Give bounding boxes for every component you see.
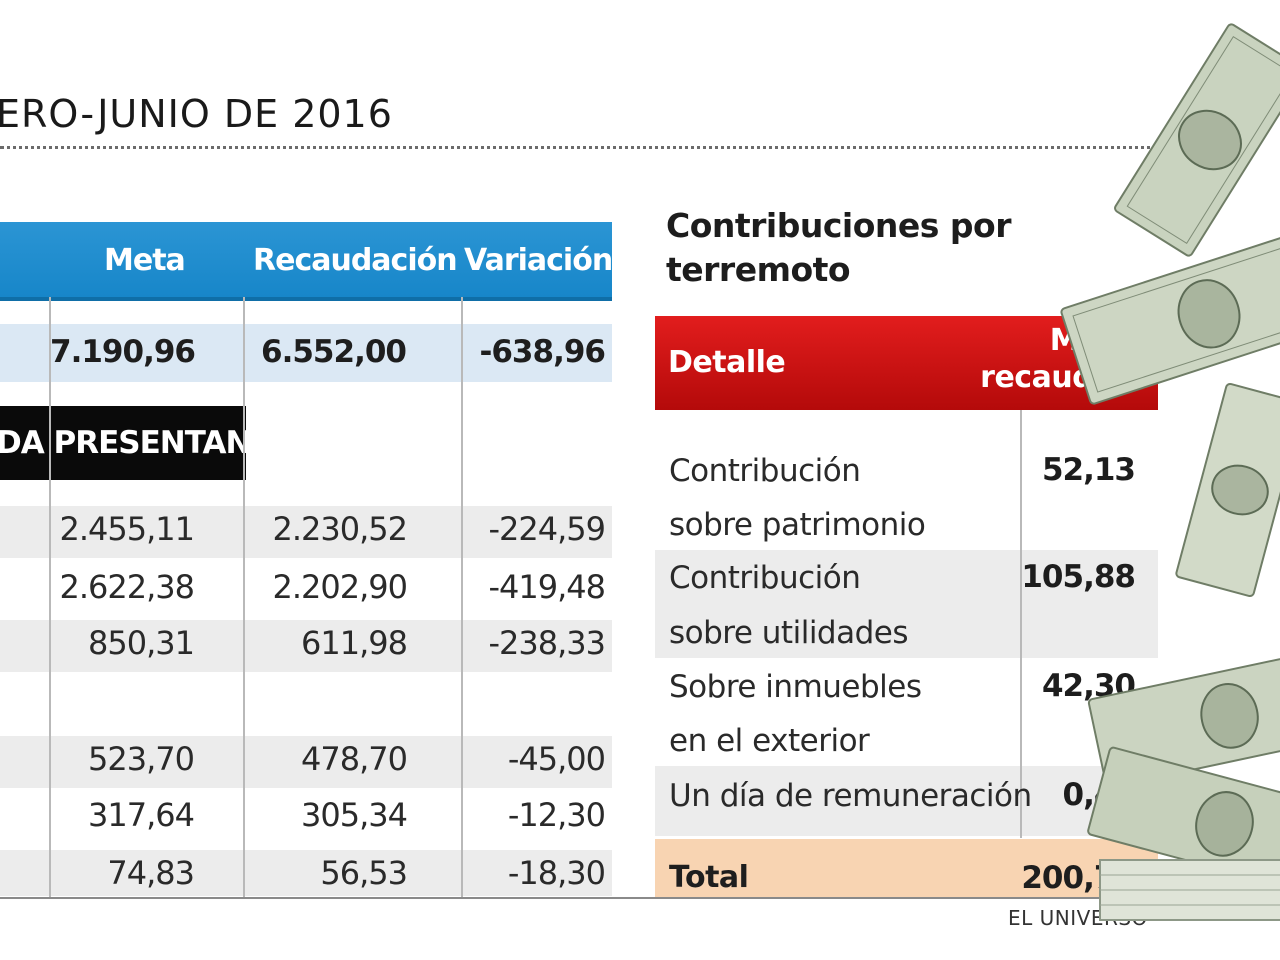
- header-variacion: Variación: [464, 243, 613, 278]
- cell-variacion: -12,30: [507, 796, 606, 834]
- detail-value: 52,13: [1041, 452, 1136, 488]
- total-meta: 7.190,96: [50, 334, 196, 370]
- right-table-title: Contribuciones por terremoto: [666, 206, 1011, 289]
- detail-label: Sobre inmuebles: [669, 669, 922, 705]
- detail-label: Contribución: [669, 453, 861, 489]
- cell-meta: 850,31: [88, 624, 195, 662]
- row-band: [655, 550, 1158, 658]
- cell-recaudacion: 478,70: [301, 740, 408, 778]
- cell-recaudacion: 305,34: [301, 796, 408, 834]
- total-row: [0, 324, 612, 382]
- left-table-header: [0, 222, 612, 301]
- cell-meta: 317,64: [88, 796, 195, 834]
- row-band: [0, 620, 612, 672]
- cell-meta: 2.455,11: [59, 510, 196, 548]
- header-detalle: Detalle: [668, 345, 786, 380]
- column-divider: [243, 297, 245, 897]
- column-divider: [49, 297, 51, 897]
- cell-recaudacion: 56,53: [320, 854, 408, 892]
- detail-label: Contribución: [669, 560, 861, 596]
- cell-variacion: -224,59: [488, 510, 606, 548]
- detail-label: sobre utilidades: [669, 615, 909, 651]
- section-label-text: DA PRESENTAN: [0, 425, 246, 461]
- detail-label: sobre patrimonio: [669, 507, 926, 543]
- row-band: [0, 506, 612, 558]
- cell-meta: 74,83: [107, 854, 195, 892]
- cell-meta: 2.622,38: [59, 568, 196, 606]
- cell-recaudacion: 2.202,90: [272, 568, 409, 606]
- detail-label: Un día de remuneración: [669, 778, 1032, 814]
- header-recaudacion: Recaudación: [253, 243, 458, 278]
- column-divider: [1020, 410, 1022, 838]
- table-bottom-rule: [0, 897, 1160, 899]
- cell-meta: 523,70: [88, 740, 195, 778]
- row-band: [0, 736, 612, 788]
- banknotes-image: [1060, 23, 1280, 921]
- total-recaudacion: 6.552,00: [261, 334, 407, 370]
- cell-recaudacion: 2.230,52: [272, 510, 409, 548]
- cell-variacion: -419,48: [488, 568, 606, 606]
- total-label: Total: [669, 860, 749, 895]
- money-illustration: [1060, 20, 1280, 940]
- cell-variacion: -18,30: [507, 854, 606, 892]
- detail-label: en el exterior: [669, 723, 870, 759]
- section-label: DA PRESENTAN: [0, 406, 246, 480]
- header-meta: Meta: [104, 243, 186, 278]
- total-band: [655, 839, 1158, 897]
- dotted-divider: [0, 146, 1230, 149]
- cell-recaudacion: 611,98: [301, 624, 408, 662]
- detail-value: 105,88: [1021, 559, 1136, 595]
- row-band: [0, 850, 612, 896]
- column-divider: [461, 297, 463, 897]
- row-band: [655, 766, 1158, 836]
- cell-variacion: -238,33: [488, 624, 606, 662]
- cell-variacion: -45,00: [507, 740, 606, 778]
- total-variacion: -638,96: [479, 334, 607, 370]
- page-title: ERO-JUNIO DE 2016: [0, 92, 393, 136]
